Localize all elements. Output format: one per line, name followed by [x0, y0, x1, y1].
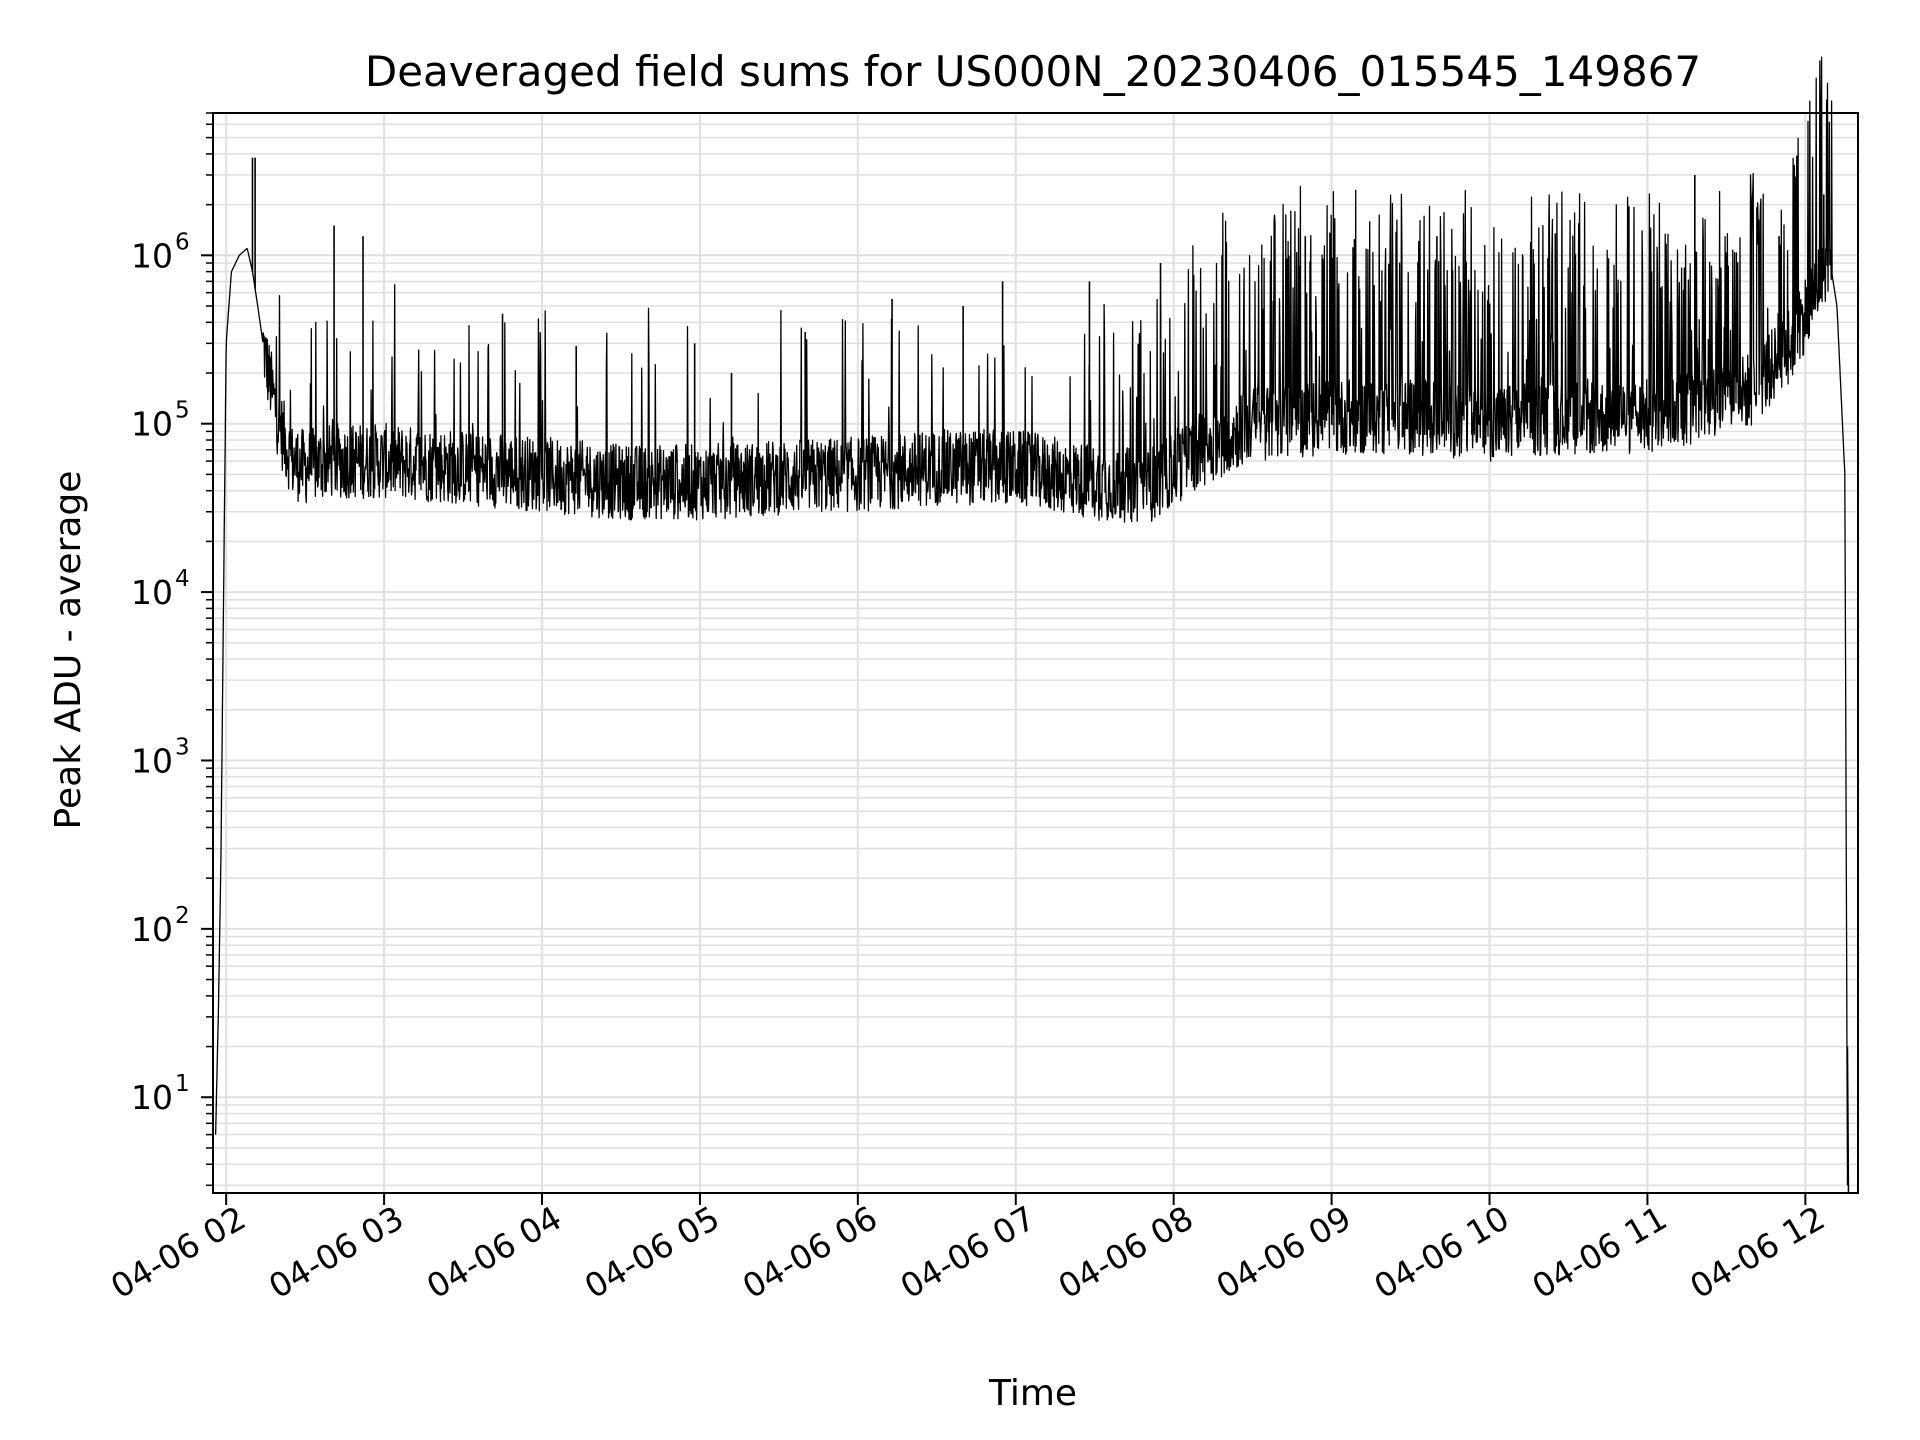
- y-tick-exponent: 5: [175, 398, 190, 424]
- y-tick-label: 10: [131, 910, 173, 949]
- y-tick-exponent: 4: [175, 566, 190, 592]
- x-axis-label: Time: [988, 1373, 1077, 1414]
- plot-frame: [212, 112, 1859, 1194]
- grid-layer: [213, 112, 1858, 1193]
- y-tick-label: 10: [131, 741, 173, 780]
- y-tick-label: 10: [131, 405, 173, 444]
- series-layer: [214, 56, 1850, 1194]
- y-tick-exponent: 3: [175, 734, 190, 760]
- y-tick-label: 10: [131, 236, 173, 275]
- y-tick-label: 10: [131, 573, 173, 612]
- y-tick-exponent: 2: [175, 903, 190, 929]
- series-line: [214, 56, 1849, 1186]
- y-axis-label: Peak ADU - average: [48, 471, 89, 830]
- chart-title: Deaveraged field sums for US000N_2023040…: [365, 47, 1701, 96]
- y-tick-label: 10: [131, 1078, 173, 1117]
- y-tick-exponent: 6: [175, 229, 190, 255]
- y-tick-exponent: 1: [175, 1071, 190, 1097]
- series-tail: [1846, 1046, 1850, 1194]
